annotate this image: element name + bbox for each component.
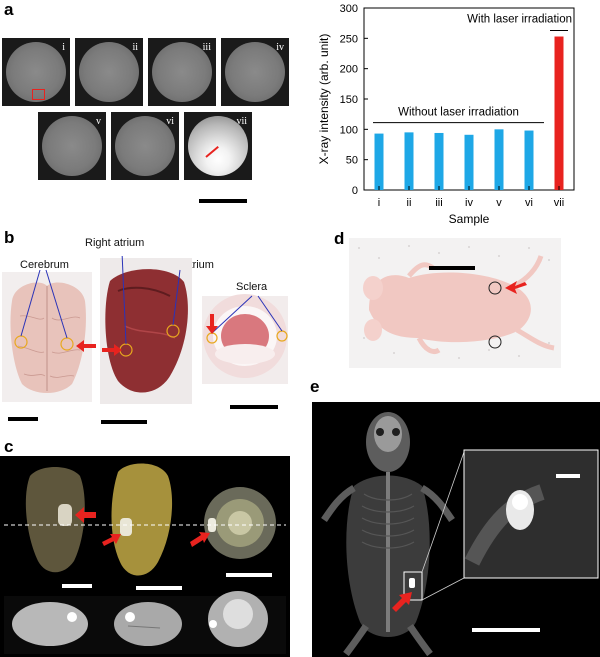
panel-label-d: d: [334, 229, 345, 248]
heart-photo: [100, 256, 192, 404]
label-sclera: Sclera: [236, 281, 268, 293]
y-tick-label: 250: [340, 33, 358, 45]
scale-bar-a: [199, 199, 247, 203]
xray-tile-i: i: [2, 38, 70, 106]
tile-numeral: v: [96, 116, 101, 127]
tile-numeral: iii: [202, 42, 211, 53]
x-tick-label: vii: [554, 197, 564, 209]
brain-photo: [2, 269, 96, 402]
tile-numeral: iv: [276, 42, 284, 53]
arrow-icon: [102, 534, 121, 546]
y-axis-title: X-ray intensity (arb. unit): [317, 34, 331, 165]
xray-tile-v: v: [38, 112, 106, 180]
eye-photo: [202, 294, 288, 384]
scale-bar-heart: [101, 420, 147, 424]
organ-photos: [2, 256, 288, 404]
y-tick-label: 100: [340, 124, 358, 136]
tile-numeral: ii: [132, 42, 138, 53]
panel-label-a: a: [4, 0, 14, 19]
x-tick-label: iii: [435, 197, 442, 209]
bar-vi: [524, 130, 534, 190]
bar-ii: [404, 132, 414, 190]
x-tick-label: ii: [407, 197, 412, 209]
arrow-icon: [505, 281, 527, 294]
panel-label-b: b: [4, 228, 15, 247]
arrow-icon: [102, 344, 122, 356]
label-cerebrum: Cerebrum: [20, 259, 69, 271]
arrow-icon: [206, 314, 218, 334]
xray-tile-iv: iv: [221, 38, 289, 106]
xray-tile-iii: iii: [148, 38, 216, 106]
y-tick-label: 300: [340, 3, 358, 15]
mouse-photo: [349, 238, 561, 368]
panel-label-c: c: [4, 437, 14, 456]
y-tick-label: 150: [340, 94, 358, 106]
tile-numeral: vi: [166, 116, 174, 127]
x-tick-label: iv: [465, 197, 473, 209]
label-right-atrium: Right atrium: [85, 237, 145, 249]
tile-numeral: i: [62, 42, 65, 53]
scale-bar-brain: [8, 417, 38, 421]
scale-bar-eye: [230, 405, 278, 409]
xray-tile-ii: ii: [75, 38, 143, 106]
x-axis-title: Sample: [449, 212, 490, 226]
bar-vii: [554, 36, 564, 190]
ct-panel: [0, 456, 290, 657]
x-tick-label: v: [496, 197, 502, 209]
tile-numeral: vii: [236, 116, 247, 127]
roi-marker: [32, 89, 45, 100]
xray-tile-vii: vii: [184, 112, 252, 180]
y-tick-label: 200: [340, 64, 358, 76]
without-label: Without laser irradiation: [398, 107, 519, 119]
arrow-icon: [392, 592, 412, 612]
mouse-ct: [312, 402, 600, 657]
arrow-icon: [190, 532, 210, 547]
with-label: With laser irradiation: [467, 13, 572, 25]
bar-v: [494, 129, 504, 190]
xray-tile-vi: vi: [111, 112, 179, 180]
x-tick-label: i: [378, 197, 380, 209]
bar-iii: [434, 132, 444, 190]
bar-i: [374, 133, 384, 190]
y-tick-label: 50: [346, 155, 358, 167]
panel-label-e: e: [310, 377, 320, 396]
bar-iv: [464, 134, 474, 190]
y-tick-label: 0: [352, 185, 358, 197]
arrow-icon: [76, 340, 96, 352]
arrow-icon: [75, 507, 96, 523]
x-tick-label: vi: [525, 197, 533, 209]
